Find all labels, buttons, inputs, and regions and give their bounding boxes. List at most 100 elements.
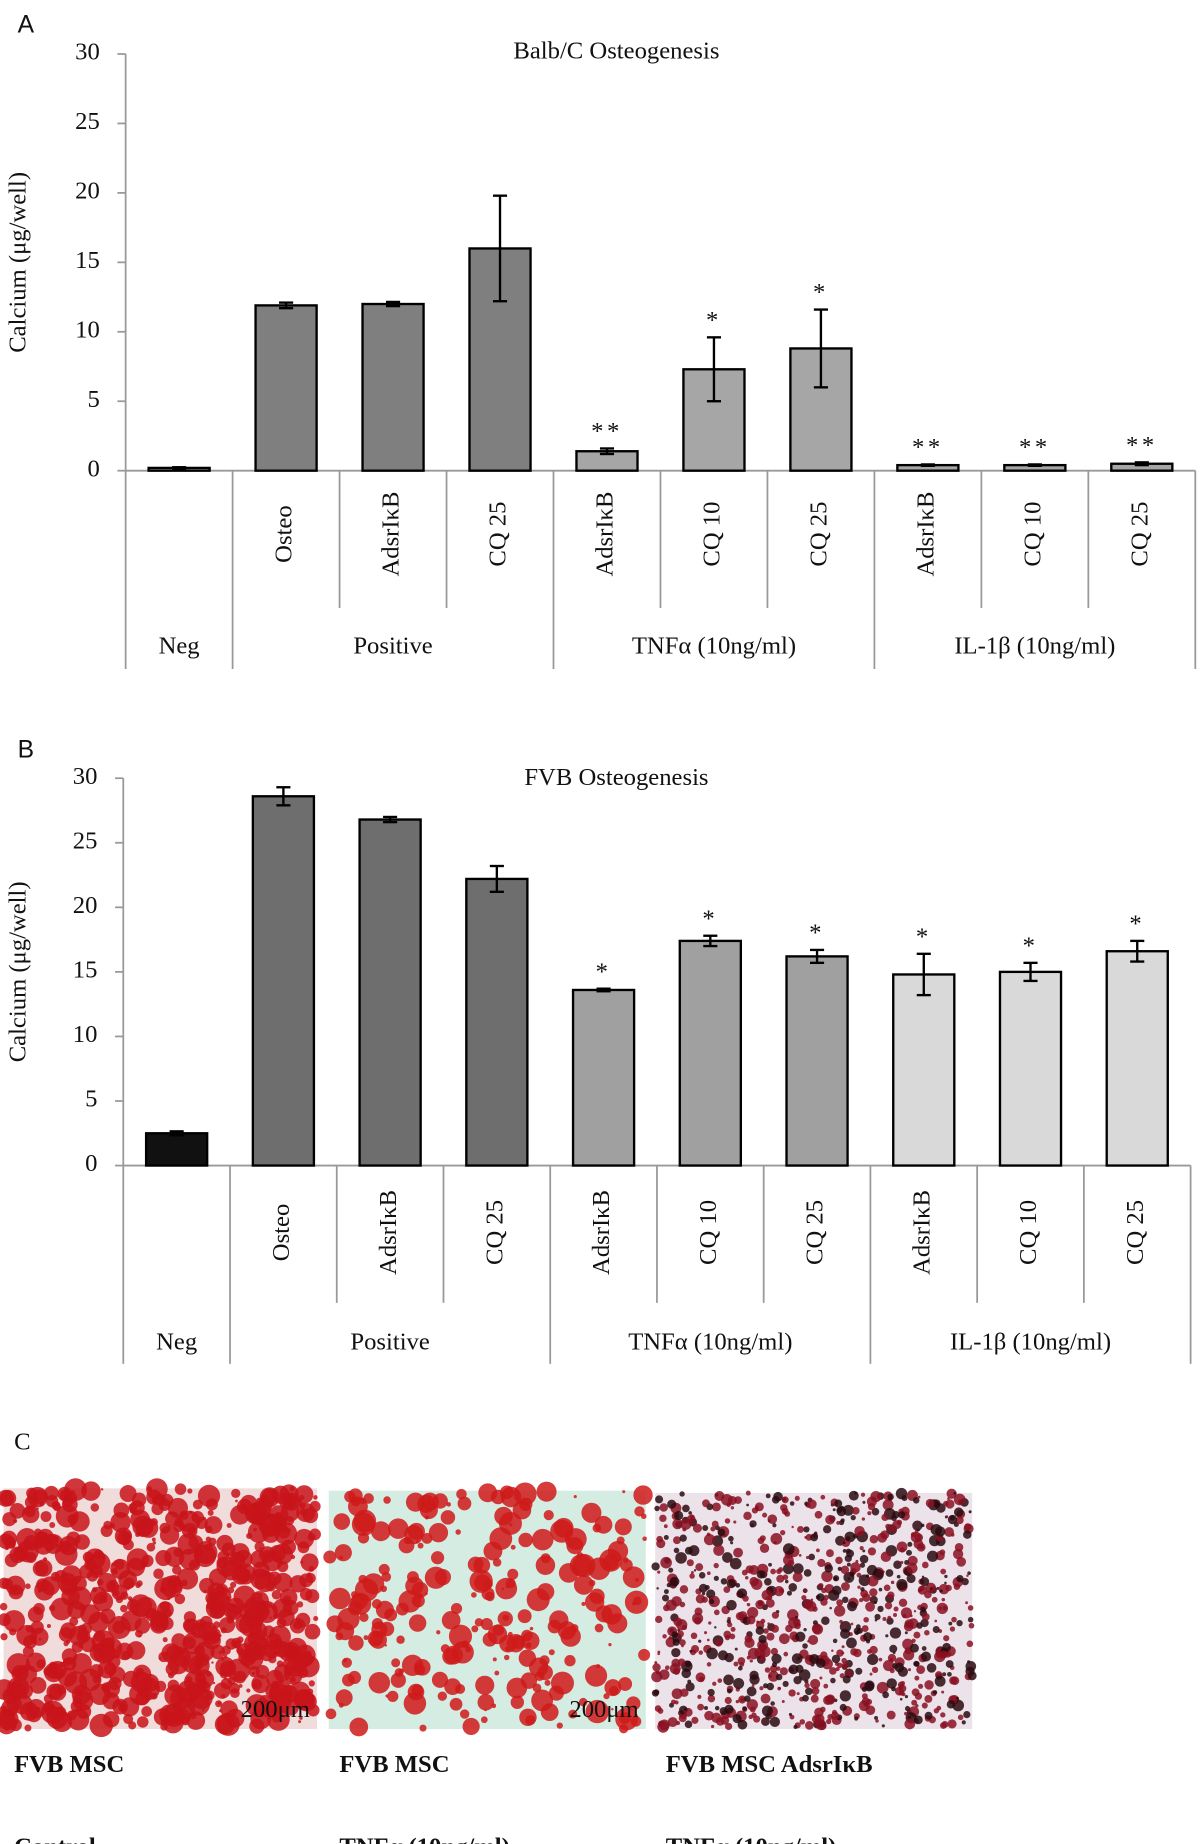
stain-spot	[247, 1507, 264, 1524]
stain-spot	[762, 1512, 768, 1518]
stain-spot	[159, 1525, 180, 1545]
stain-spot	[231, 1488, 241, 1499]
x-tick-label: AdsrIκB	[588, 1190, 615, 1275]
stain-spot	[111, 1562, 115, 1566]
group-label: Neg	[156, 1329, 197, 1356]
x-tick-label: CQ 10	[1015, 1200, 1042, 1265]
stain-spot	[162, 1637, 168, 1643]
stain-spot	[850, 1514, 856, 1521]
stain-spot	[832, 1508, 836, 1512]
stain-spot	[874, 1715, 879, 1720]
stain-spot	[672, 1667, 681, 1675]
stain-spot	[706, 1662, 712, 1667]
stain-spot	[585, 1699, 609, 1724]
stain-spot	[651, 1689, 659, 1697]
stain-spot	[505, 1578, 516, 1589]
stain-spot	[507, 1568, 519, 1580]
stain-spot	[887, 1615, 892, 1620]
stain-spot	[672, 1518, 683, 1530]
stain-spot	[48, 1683, 67, 1701]
stain-spot	[767, 1622, 770, 1625]
stain-spot	[763, 1628, 769, 1634]
stain-spot	[230, 1581, 237, 1588]
stain-spot	[307, 1703, 320, 1717]
stain-spot	[904, 1705, 911, 1712]
stain-spot	[756, 1570, 766, 1579]
stain-spot	[417, 1542, 424, 1549]
stain-spot	[221, 1645, 231, 1655]
stain-spot	[837, 1566, 842, 1571]
stain-spot	[502, 1614, 510, 1621]
stain-spot	[67, 1710, 78, 1721]
stain-spot	[300, 1553, 319, 1572]
stain-spot	[724, 1518, 731, 1524]
stain-spot	[863, 1616, 869, 1623]
x-tick-label: CQ 10	[699, 502, 726, 567]
stain-spot	[899, 1697, 903, 1701]
stain-spot	[867, 1547, 877, 1556]
stain-spot	[755, 1599, 765, 1610]
stain-spot	[313, 1616, 319, 1622]
stain-spot	[926, 1550, 939, 1562]
stain-spot	[308, 1566, 315, 1572]
stain-spot	[194, 1541, 218, 1564]
stain-spot	[205, 1498, 218, 1511]
stain-spot	[912, 1520, 923, 1531]
stain-spot	[235, 1499, 238, 1503]
stain-spot	[947, 1671, 952, 1677]
stain-spot	[126, 1599, 140, 1613]
stain-spot	[407, 1522, 425, 1540]
y-axis-label: Calcium (μg/well)	[5, 172, 32, 353]
stain-spot	[457, 1496, 472, 1511]
stain-spot	[444, 1678, 462, 1696]
x-tick-label: CQ 10	[695, 1200, 722, 1265]
x-tick-label: AdsrIκB	[913, 492, 940, 577]
stain-spot	[847, 1577, 850, 1580]
stain-spot	[351, 1512, 376, 1537]
stain-spot	[61, 1587, 80, 1606]
stain-spot	[635, 1577, 639, 1582]
stain-spot	[334, 1544, 352, 1562]
stain-spot	[795, 1631, 806, 1642]
stain-spot	[804, 1682, 810, 1689]
stain-spot	[839, 1690, 852, 1702]
stain-spot	[845, 1536, 851, 1541]
stain-spot	[679, 1491, 685, 1497]
stain-spot	[432, 1493, 448, 1509]
stain-spot	[882, 1499, 894, 1511]
stain-spot	[788, 1583, 798, 1592]
stain-spot	[490, 1489, 506, 1505]
stain-spot	[747, 1647, 760, 1660]
stain-spot	[946, 1488, 957, 1499]
stain-spot	[194, 1547, 203, 1556]
stain-spot	[510, 1544, 516, 1550]
stain-spot	[492, 1558, 502, 1567]
stain-spot	[421, 1533, 433, 1544]
stain-spot	[798, 1669, 811, 1681]
stain-spot	[893, 1606, 899, 1612]
x-tick-label: AdsrIκB	[378, 492, 405, 577]
stain-spot	[860, 1589, 869, 1598]
stain-spot	[936, 1602, 949, 1615]
stain-spot	[215, 1700, 223, 1708]
stain-spot	[788, 1617, 800, 1629]
stain-spot	[765, 1597, 768, 1600]
stain-spot	[294, 1689, 314, 1709]
stain-spot	[735, 1583, 741, 1588]
stain-spot	[860, 1492, 866, 1497]
stain-spot	[9, 1628, 17, 1636]
stain-spot	[819, 1676, 823, 1680]
stain-spot	[918, 1683, 924, 1689]
stain-spot	[738, 1665, 743, 1671]
stain-spot	[459, 1709, 470, 1719]
stain-spot	[768, 1562, 772, 1567]
stain-spot	[906, 1574, 916, 1584]
stain-spot	[182, 1618, 197, 1632]
stain-spot	[726, 1579, 736, 1589]
stain-spot	[348, 1635, 364, 1651]
stain-spot	[283, 1595, 292, 1604]
stain-spot	[939, 1589, 943, 1593]
chart-title: Balb/C Osteogenesis	[513, 37, 719, 64]
stain-spot	[671, 1647, 681, 1658]
stain-spot	[130, 1671, 152, 1693]
